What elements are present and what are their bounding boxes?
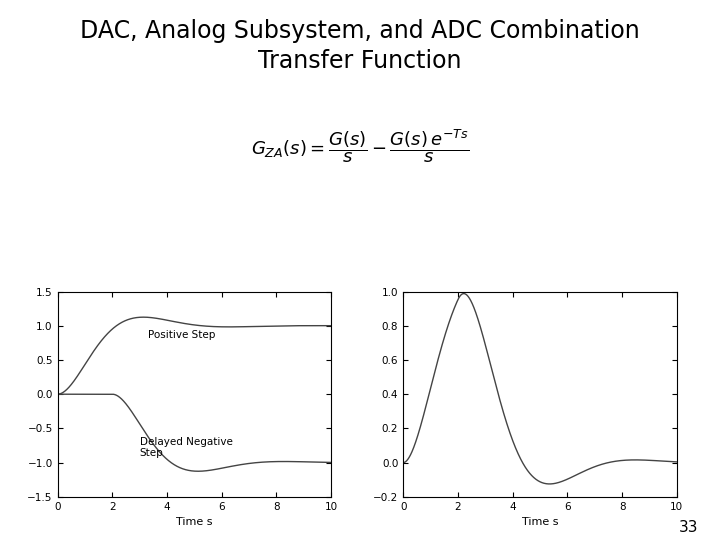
- X-axis label: Time s: Time s: [176, 517, 212, 527]
- X-axis label: Time s: Time s: [522, 517, 558, 527]
- Text: DAC, Analog Subsystem, and ADC Combination
Transfer Function: DAC, Analog Subsystem, and ADC Combinati…: [80, 19, 640, 72]
- Text: $G_{ZA}(s) = \dfrac{G(s)}{s} - \dfrac{G(s)\,e^{-Ts}}{s}$: $G_{ZA}(s) = \dfrac{G(s)}{s} - \dfrac{G(…: [251, 127, 469, 165]
- Text: Delayed Negative
Step: Delayed Negative Step: [140, 437, 233, 458]
- Text: 33: 33: [679, 519, 698, 535]
- Text: Positive Step: Positive Step: [148, 330, 215, 340]
